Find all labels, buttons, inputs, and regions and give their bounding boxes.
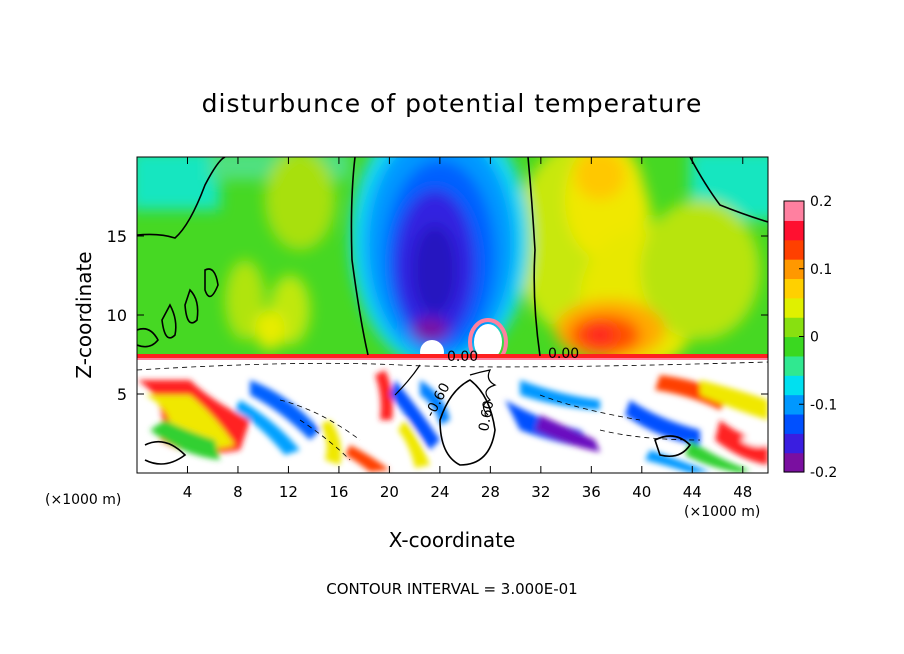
z-unit-label: (×1000 m) <box>684 504 760 520</box>
colorbar: 0.2 0.1 0 -0.1 -0.2 <box>783 194 837 481</box>
chart-title: disturbunce of potential temperature <box>202 89 703 118</box>
colorbar-swatch <box>784 201 804 221</box>
x-tick-label: 28 <box>481 483 500 501</box>
x-tick-label: 40 <box>632 483 651 501</box>
colorbar-swatch <box>784 220 804 241</box>
colorbar-swatch <box>784 317 804 338</box>
colorbar-swatch <box>784 336 804 357</box>
y-tick-label: 15 <box>107 227 127 246</box>
plot-area <box>137 157 768 473</box>
y-axis: 5 10 15 <box>107 227 768 404</box>
colorbar-tick-label: 0.2 <box>810 194 832 210</box>
x-tick-label: 16 <box>329 483 348 501</box>
x-axis: 4 8 12 16 20 24 28 32 36 40 44 48 <box>183 157 752 501</box>
x-tick-label: 8 <box>233 483 243 501</box>
x-tick-label: 4 <box>183 483 193 501</box>
x-tick-label: 12 <box>279 483 298 501</box>
colorbar-swatch <box>784 278 804 299</box>
colorbar-swatch <box>784 452 804 473</box>
colorbar-swatch <box>784 394 804 415</box>
x-tick-label: 36 <box>582 483 601 501</box>
colorbar-swatch <box>784 239 804 260</box>
colorbar-swatch <box>784 375 804 396</box>
contour-label: 0.00 <box>447 349 478 365</box>
x-unit-label: (×1000 m) <box>45 492 121 508</box>
x-axis-label: X-coordinate <box>389 528 516 552</box>
colorbar-swatch <box>784 413 804 434</box>
x-tick-label: 32 <box>531 483 550 501</box>
colorbar-swatch <box>784 433 804 454</box>
x-tick-label: 48 <box>733 483 752 501</box>
contour-interval-footer: CONTOUR INTERVAL = 3.000E-01 <box>326 580 577 598</box>
colorbar-tick-label: -0.1 <box>810 397 837 413</box>
x-tick-label: 20 <box>380 483 399 501</box>
contour-label: 0.00 <box>548 346 579 362</box>
colorbar-tick-label: -0.2 <box>810 465 837 481</box>
x-tick-label: 24 <box>430 483 449 501</box>
colorbar-tick-label: 0 <box>810 330 819 346</box>
x-tick-label: 44 <box>683 483 702 501</box>
contour-label: 0.60 <box>476 399 497 432</box>
y-tick-label: 5 <box>117 385 127 404</box>
y-axis-label: Z-coordinate <box>72 251 96 378</box>
colorbar-tick-label: 0.1 <box>810 262 832 278</box>
colorbar-swatch <box>784 297 804 318</box>
colorbar-swatch <box>784 259 804 280</box>
colorbar-swatch <box>784 355 804 376</box>
y-tick-label: 10 <box>107 306 127 325</box>
